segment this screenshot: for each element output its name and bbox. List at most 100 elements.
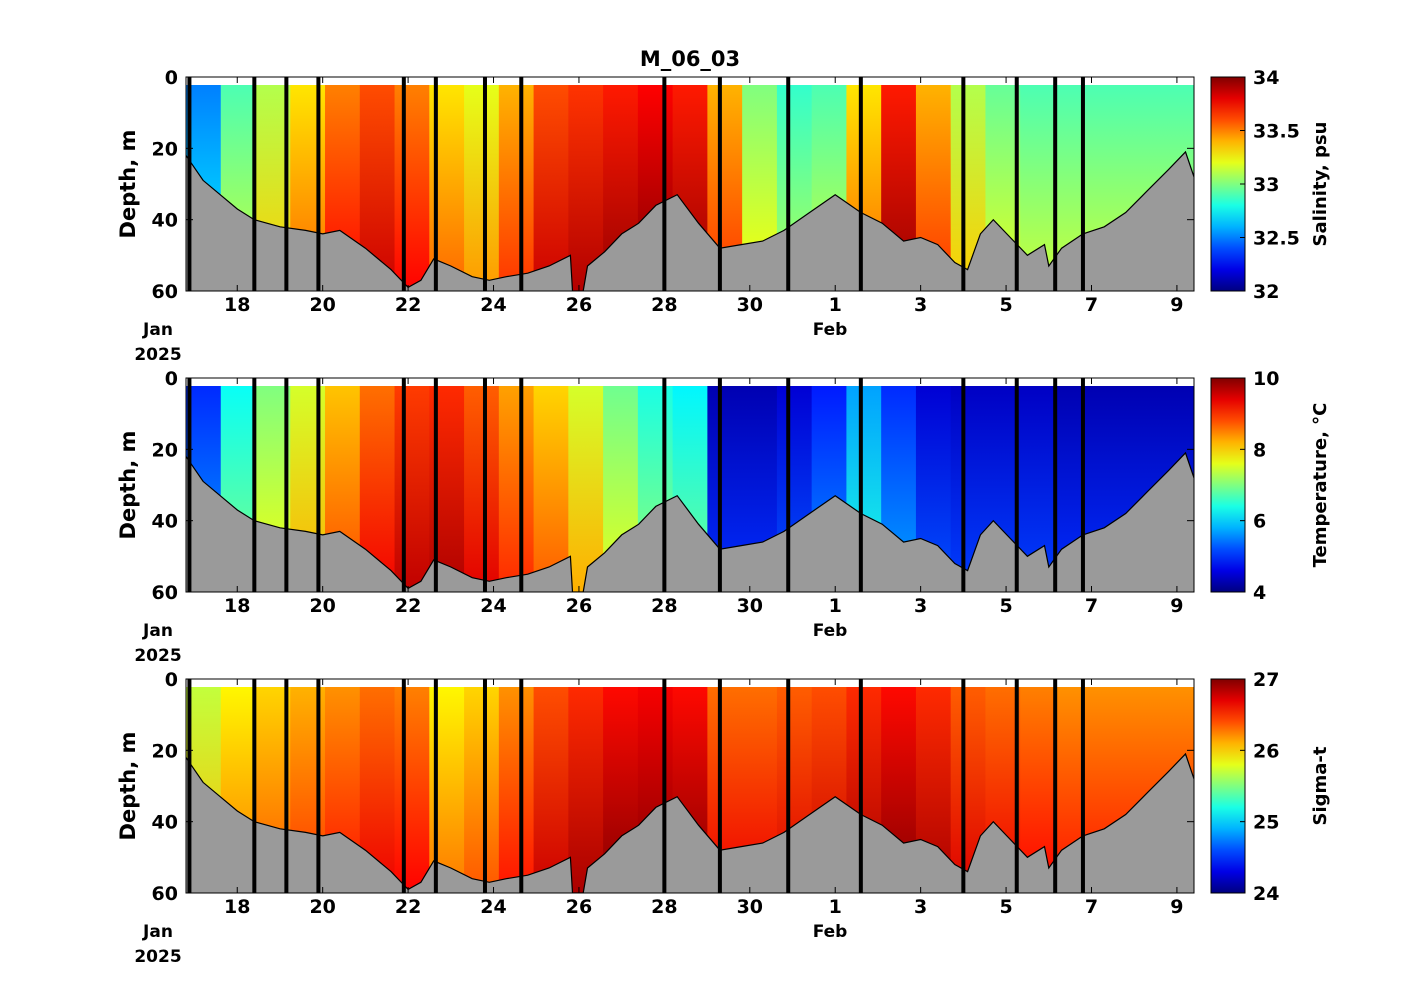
y-tick-label: 0 (165, 669, 178, 691)
x-tick-label: 26 (566, 896, 592, 918)
x-tick-label: 28 (651, 294, 677, 316)
x-tick-label: 1 (829, 896, 842, 918)
x-tick-label: 9 (1170, 896, 1183, 918)
year-label: 2025 (134, 947, 181, 967)
seafloor-line (186, 150, 1194, 291)
x-tick-label: 22 (395, 896, 421, 918)
x-tick-label: 28 (651, 896, 677, 918)
heatmap-column (498, 85, 535, 291)
colorbar-tick-label: 25 (1253, 812, 1279, 834)
x-tick-label: 20 (309, 896, 335, 918)
x-tick-label: 22 (395, 294, 421, 316)
colorbar-tick-label: 4 (1253, 582, 1266, 604)
year-label: 2025 (134, 345, 181, 365)
colorbar-tick-label: 33.5 (1253, 121, 1300, 143)
y-tick-label: 60 (152, 883, 178, 905)
panel-salinity: 0 20 40 60 Depth, m 18 20 22 24 26 28 30 1 3 5 7 9 Jan 202… (116, 67, 1331, 365)
x-tick-label: 7 (1085, 595, 1098, 617)
heatmap-column (498, 386, 535, 592)
x-tick-label: 30 (737, 294, 763, 316)
colorbar-tick-label: 34 (1253, 67, 1279, 89)
y-tick-label: 40 (152, 511, 178, 533)
x-tick-label: 5 (999, 896, 1012, 918)
month-label-jan: Jan (142, 922, 173, 942)
month-label-feb: Feb (813, 621, 848, 641)
x-tick-label: 7 (1085, 896, 1098, 918)
y-tick-label: 40 (152, 210, 178, 232)
x-tick-label: 22 (395, 595, 421, 617)
month-label-jan: Jan (142, 320, 173, 340)
colorbar-label: Temperature, °C (1310, 403, 1331, 568)
seafloor-area (186, 151, 1194, 291)
x-tick-label: 24 (480, 294, 506, 316)
month-label-feb: Feb (813, 922, 848, 942)
y-tick-label: 40 (152, 812, 178, 834)
heatmap-column (394, 85, 430, 291)
x-tick-label: 18 (224, 294, 250, 316)
colorbar-tick-label: 10 (1253, 368, 1279, 390)
year-label: 2025 (134, 646, 181, 666)
x-tick-label: 9 (1170, 595, 1183, 617)
x-tick-label: 26 (566, 595, 592, 617)
x-tick-label: 1 (829, 294, 842, 316)
heatmap-column (533, 386, 569, 592)
x-tick-label: 5 (999, 294, 1012, 316)
chart-title: M_06_03 (640, 47, 740, 71)
x-tick-label: 3 (914, 595, 927, 617)
heatmap-column (464, 687, 500, 893)
month-label-feb: Feb (813, 320, 848, 340)
heatmap-column (464, 386, 500, 592)
colorbar-label: Salinity, psu (1310, 122, 1331, 247)
seafloor-line (186, 752, 1194, 893)
heatmap-column (394, 687, 430, 893)
heatmap-column (533, 687, 569, 893)
axes-frame (185, 76, 1195, 292)
colorbar-label: Sigma-t (1310, 746, 1331, 825)
colorbar-tick-label: 32 (1253, 281, 1279, 303)
sigma-t-heatmap (186, 687, 1194, 893)
colorbar-tick-label: 24 (1253, 883, 1279, 905)
colorbar (1210, 678, 1246, 894)
x-tick-label: 3 (914, 896, 927, 918)
heatmap-column (498, 687, 535, 893)
colorbar-tick-label: 33 (1253, 174, 1279, 196)
y-tick-label: 60 (152, 582, 178, 604)
x-tick-label: 24 (480, 896, 506, 918)
heatmap-column (464, 85, 500, 291)
colorbar-tick-label: 32.5 (1253, 228, 1300, 250)
y-tick-label: 20 (152, 138, 178, 160)
x-tick-label: 18 (224, 595, 250, 617)
y-axis-label: Depth, m (116, 130, 140, 239)
x-tick-label: 3 (914, 294, 927, 316)
colorbar-tick-label: 26 (1253, 740, 1279, 762)
y-tick-label: 0 (165, 67, 178, 89)
x-tick-label: 9 (1170, 294, 1183, 316)
x-tick-label: 26 (566, 294, 592, 316)
colorbar-tick-label: 27 (1253, 669, 1279, 691)
y-axis-label: Depth, m (116, 431, 140, 540)
panel-sigma-t: 0 20 40 60 Depth, m 18 20 22 24 26 28 30 1 3 5 7 9 Jan 202… (116, 669, 1331, 967)
y-tick-label: 20 (152, 439, 178, 461)
y-tick-label: 0 (165, 368, 178, 390)
x-tick-label: 30 (737, 595, 763, 617)
colorbar-tick-label: 6 (1253, 511, 1266, 533)
x-tick-label: 30 (737, 896, 763, 918)
seafloor-area (186, 753, 1194, 893)
panel-temperature: 0 20 40 60 Depth, m 18 20 22 24 26 28 30 1 3 5 7 9 Jan 202… (116, 368, 1331, 666)
x-tick-label: 24 (480, 595, 506, 617)
heatmap-column (394, 386, 430, 592)
axes-frame (185, 377, 1195, 593)
heatmap-column (533, 85, 569, 291)
x-tick-label: 5 (999, 595, 1012, 617)
x-tick-label: 20 (309, 595, 335, 617)
axes-frame (185, 678, 1195, 894)
seafloor-area (186, 452, 1194, 592)
month-label-jan: Jan (142, 621, 173, 641)
seafloor-line (186, 451, 1194, 592)
y-axis-label: Depth, m (116, 732, 140, 841)
x-tick-label: 1 (829, 595, 842, 617)
x-tick-label: 20 (309, 294, 335, 316)
colorbar-tick-label: 8 (1253, 439, 1266, 461)
